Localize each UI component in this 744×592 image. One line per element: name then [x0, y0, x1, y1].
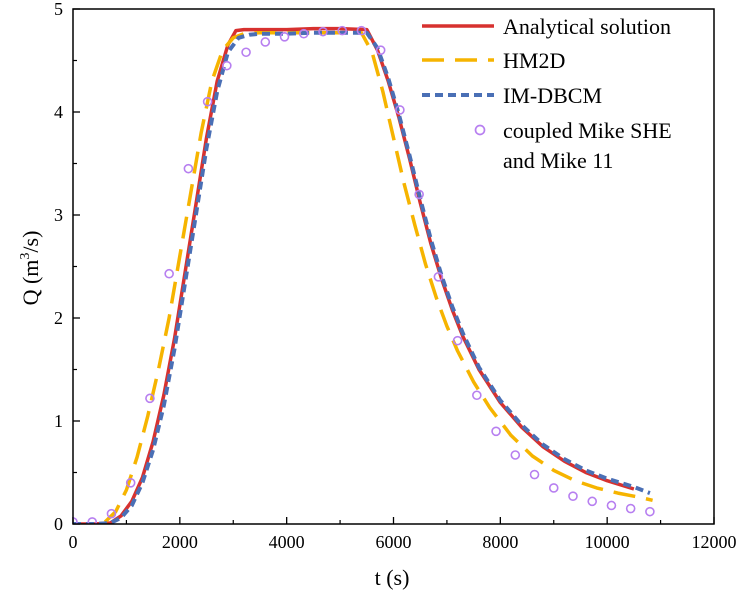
- marker-mike-she-point: [491, 426, 501, 437]
- legend-label: IM-DBCM: [503, 83, 602, 108]
- marker-mike-she-point: [606, 500, 617, 511]
- marker-mike-she-point: [202, 96, 213, 107]
- x-tick-label: 12000: [692, 532, 737, 552]
- y-tick-label: 0: [54, 514, 63, 534]
- series-line-1: [103, 30, 653, 524]
- marker-mike-she-point: [125, 477, 136, 488]
- marker-mike-she-point: [645, 506, 655, 517]
- legend-label: and Mike 11: [503, 148, 613, 173]
- series-layer: [73, 25, 655, 524]
- y-tick-label: 2: [54, 308, 63, 328]
- marker-mike-she-point: [73, 517, 78, 524]
- marker-mike-she-point: [375, 45, 386, 56]
- marker-mike-she-point: [625, 503, 636, 514]
- marker-mike-she-point: [318, 26, 328, 37]
- legend: Analytical solution HM2D IM-DBCM coupled Mi…: [422, 14, 672, 173]
- marker-mike-she-point: [87, 517, 98, 524]
- marker-mike-she-point: [395, 105, 405, 115]
- marker-mike-she-point: [472, 390, 482, 401]
- marker-mike-she-point: [279, 32, 290, 42]
- marker-mike-she-point: [433, 271, 444, 282]
- marker-mike-she-point: [222, 60, 232, 71]
- marker-mike-she-point: [568, 491, 578, 501]
- x-tick-label: 10000: [585, 532, 630, 552]
- marker-mike-she-point: [337, 25, 348, 36]
- y-tick-label: 1: [54, 411, 63, 431]
- marker-mike-she-point: [414, 189, 424, 200]
- marker-mike-she-point: [529, 469, 540, 480]
- marker-mike-she-point: [587, 496, 598, 507]
- legend-label: coupled Mike SHE: [503, 118, 672, 143]
- x-tick-label: 0: [69, 532, 78, 552]
- plot-frame: [72, 8, 715, 525]
- marker-mike-she-point: [452, 335, 463, 346]
- marker-mike-she-point: [260, 37, 271, 47]
- y-tick-label: 5: [54, 0, 63, 19]
- marker-mike-she-point: [510, 450, 521, 460]
- x-axis-ticks: 0 2000 4000 6000 8000 10000 12000: [69, 517, 737, 552]
- x-tick-label: 4000: [269, 532, 305, 552]
- marker-mike-she-point: [183, 163, 194, 174]
- x-tick-label: 2000: [162, 532, 198, 552]
- series-line-2: [73, 30, 651, 524]
- x-tick-label: 6000: [376, 532, 412, 552]
- series-line-0: [73, 26, 635, 524]
- y-axis-title-tail: /s): [18, 231, 43, 253]
- marker-mike-she-point: [548, 483, 559, 493]
- marker-mike-she-point: [298, 28, 309, 39]
- y-axis-title-base: Q (m: [18, 260, 43, 306]
- y-axis-title: Q (m3/s): [18, 231, 43, 306]
- legend-marker-mike-she: [474, 124, 486, 136]
- y-tick-label: 3: [54, 205, 63, 225]
- legend-label: Analytical solution: [503, 14, 671, 39]
- marker-mike-she-point: [356, 25, 367, 36]
- marker-mike-she-point: [241, 47, 251, 58]
- legend-label: HM2D: [503, 48, 565, 73]
- y-tick-label: 4: [54, 102, 63, 122]
- marker-mike-she-point: [164, 268, 174, 279]
- y-axis-ticks: 0 1 2 3 4 5: [54, 0, 80, 534]
- x-axis-title: t (s): [375, 565, 410, 590]
- x-tick-label: 8000: [482, 532, 518, 552]
- y-axis-title-sup: 3: [18, 253, 33, 260]
- marker-mike-she-point: [106, 508, 117, 519]
- marker-mike-she-point: [145, 393, 155, 404]
